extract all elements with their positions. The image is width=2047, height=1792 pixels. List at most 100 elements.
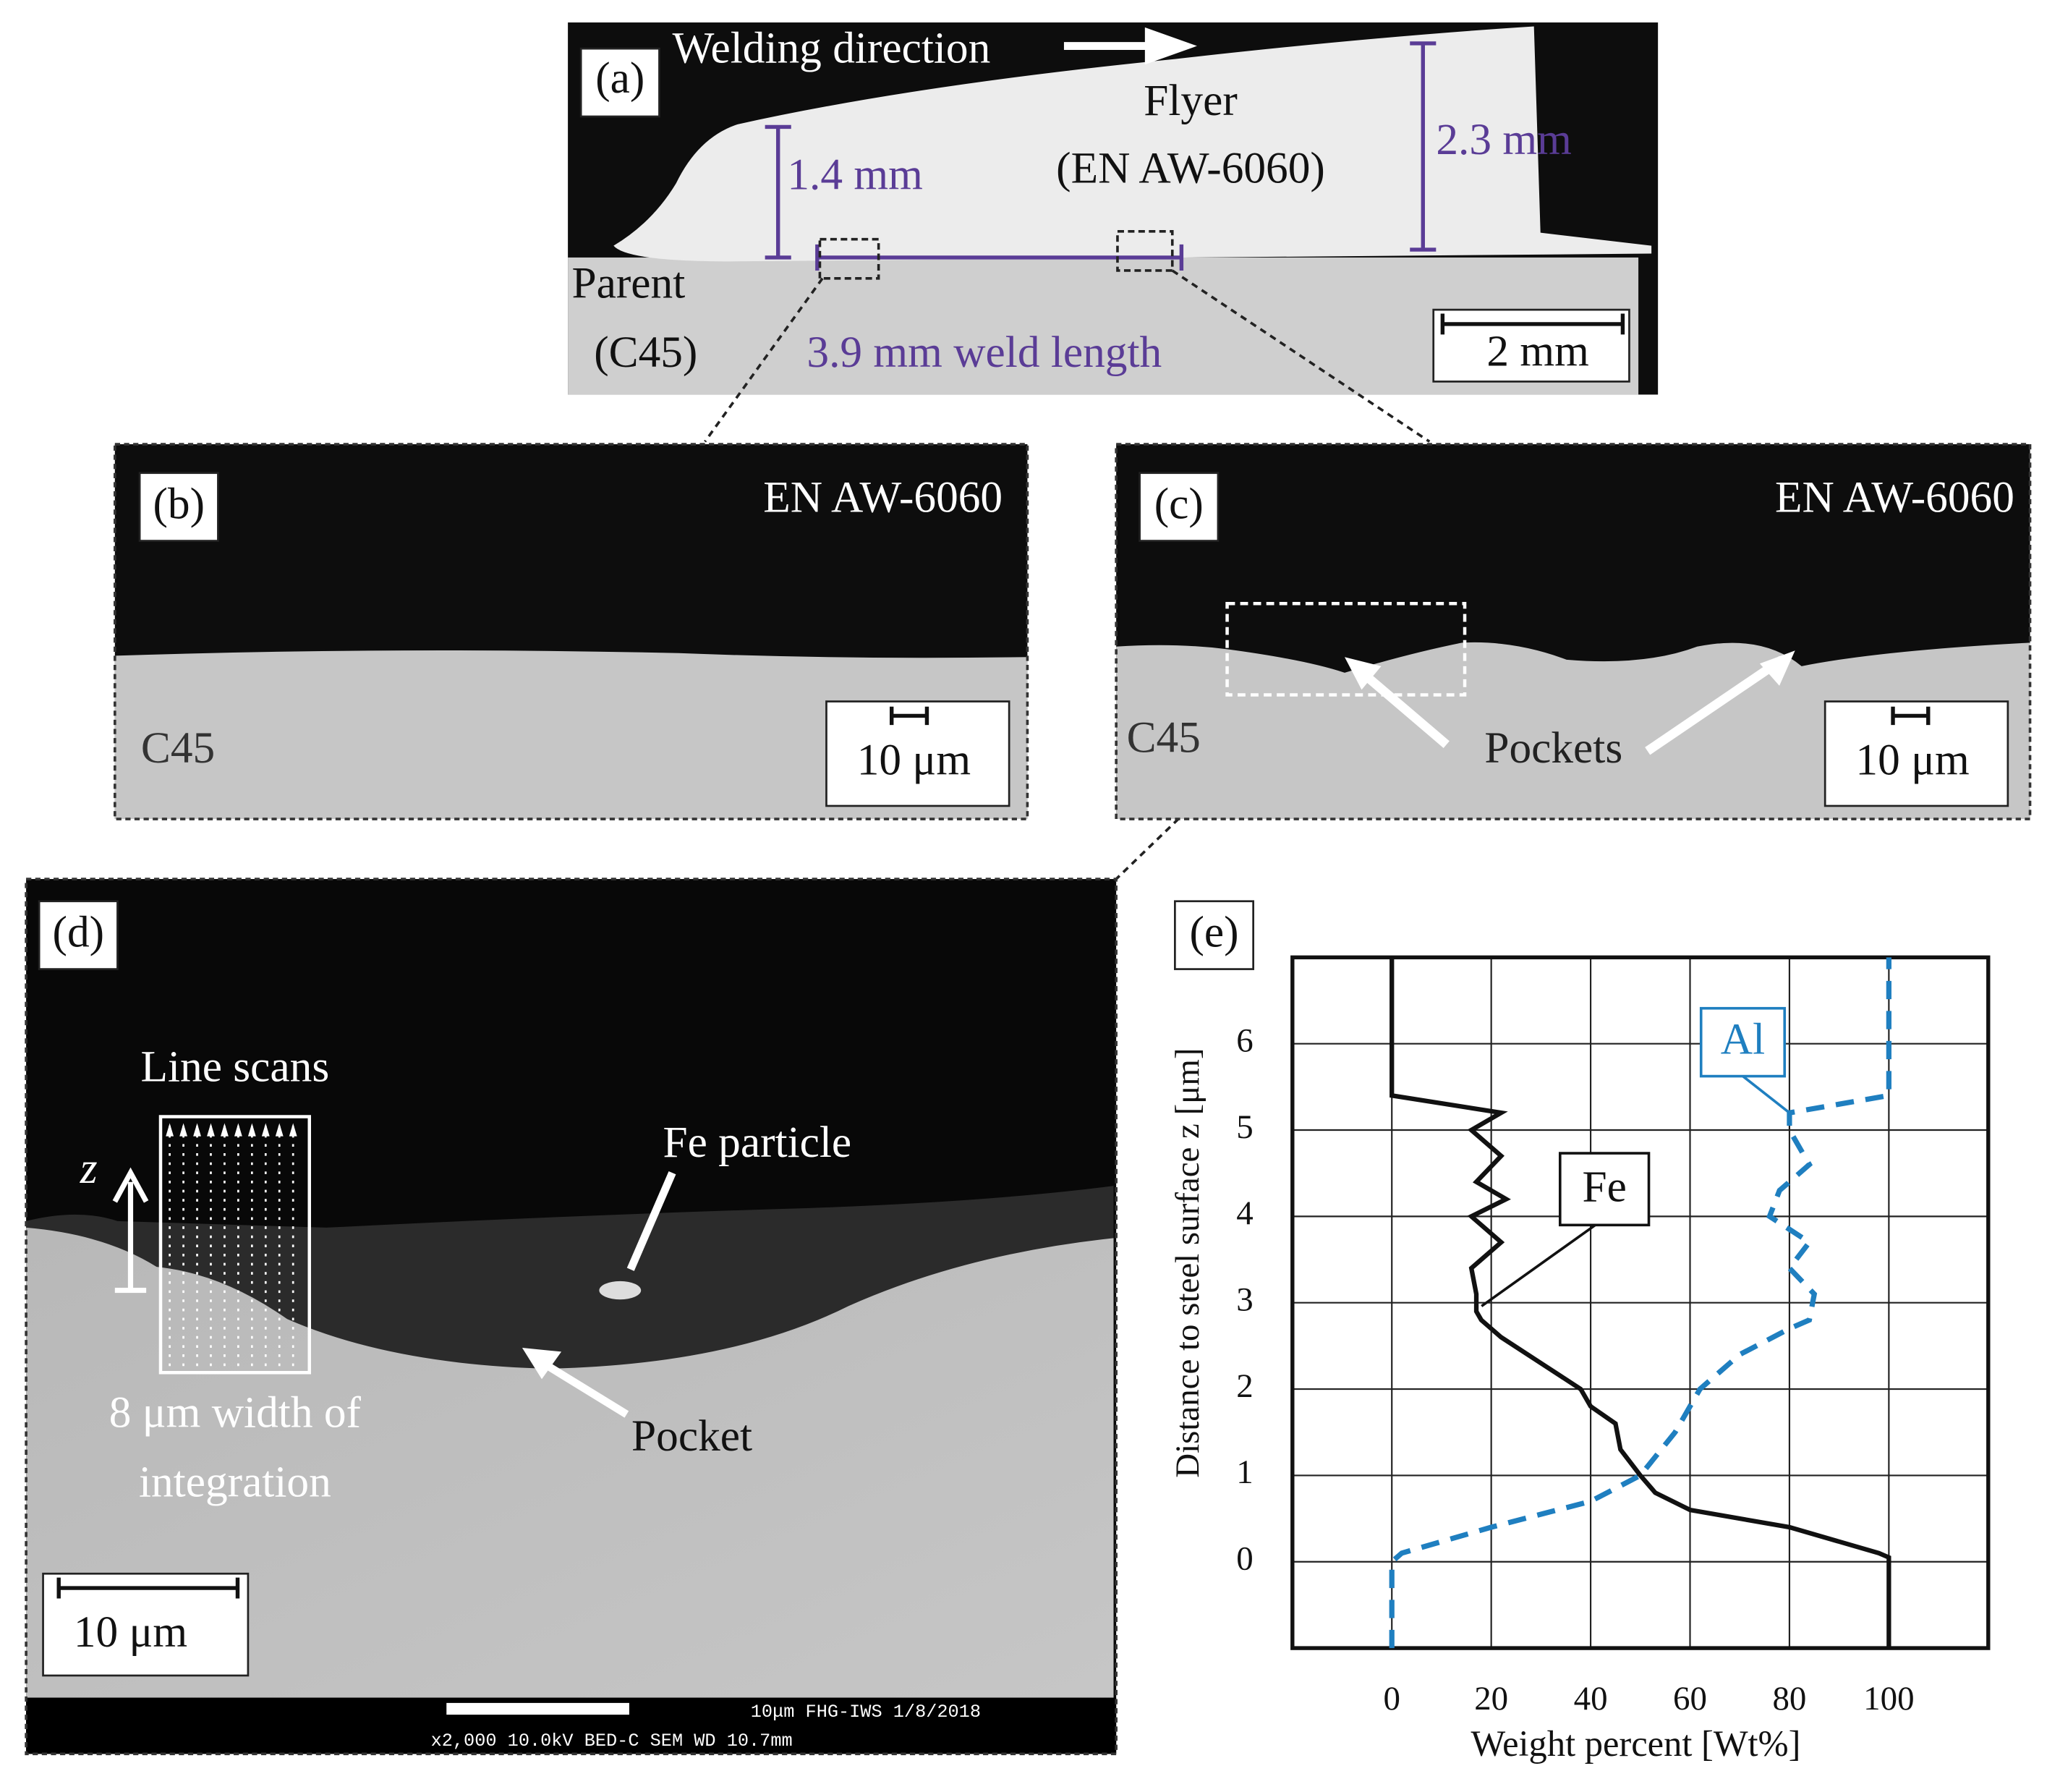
frame xyxy=(25,878,1118,1756)
scan-arrowhead xyxy=(193,1123,201,1137)
steel xyxy=(1116,642,2030,820)
label-box xyxy=(1139,472,1220,542)
arrow xyxy=(533,1354,629,1418)
scan-area xyxy=(158,1115,312,1375)
y-tick-label: 3 xyxy=(1236,1281,1253,1318)
legend-label: Al xyxy=(1721,1015,1765,1064)
panel-c: (c) EN AW-6060 C45 Pockets 10 μm xyxy=(1115,443,2032,820)
annotation: (C45) xyxy=(594,328,697,377)
annotation: Pockets xyxy=(1484,723,1622,773)
steel xyxy=(114,650,1028,820)
arrow xyxy=(626,1171,676,1271)
scan-arrowhead xyxy=(179,1123,187,1137)
plot-frame xyxy=(1290,955,1991,1650)
annotation: 8 μm width of xyxy=(109,1388,362,1438)
label-box xyxy=(138,472,219,542)
data-line xyxy=(1390,957,1891,1649)
fe-particle xyxy=(599,1281,642,1300)
y-tick-label: 5 xyxy=(1236,1108,1253,1146)
scan-arrowhead xyxy=(207,1123,215,1137)
annotation: EN AW-6060 xyxy=(763,473,1003,522)
y-tick-label: 0 xyxy=(1236,1540,1253,1578)
scale-label: 2 mm xyxy=(1486,326,1588,375)
frame xyxy=(1115,443,2032,820)
scale-bar xyxy=(890,706,929,726)
annotation: Line scans xyxy=(141,1042,330,1091)
y-tick-label: 1 xyxy=(1236,1453,1253,1491)
panel-d: 10μm FHG-IWS 1/8/2018 x2,000 10.0kV BED-… xyxy=(25,878,1118,1756)
y-tick-label: 2 xyxy=(1236,1367,1253,1405)
scale-bar xyxy=(56,1577,240,1599)
annotation: Flyer xyxy=(1144,76,1238,125)
sem-scale xyxy=(446,1702,629,1715)
scale-bar xyxy=(1440,313,1625,335)
annotation: Fe particle xyxy=(663,1118,851,1167)
scale-box xyxy=(1823,700,2009,807)
annotation: EN AW-6060 xyxy=(1775,473,2014,522)
annotation: integration xyxy=(139,1457,331,1506)
flyer-plate xyxy=(613,26,1652,262)
annotation: C45 xyxy=(1127,713,1201,763)
steel xyxy=(26,1227,1114,1698)
x-tick-label: 80 xyxy=(1772,1680,1806,1717)
legend-arrow xyxy=(1742,1075,1791,1114)
frame xyxy=(114,443,1029,820)
annotation: Pocket xyxy=(631,1411,752,1461)
zoom-box xyxy=(1225,601,1467,697)
arrowhead xyxy=(522,1347,562,1380)
scale-box xyxy=(1432,308,1630,383)
scan-arrowhead xyxy=(289,1123,297,1137)
y-axis-label: Distance to steel surface z [μm] xyxy=(1169,1048,1207,1478)
annotation: C45 xyxy=(141,723,215,773)
data-line xyxy=(1389,957,1891,1649)
scan-arrowhead xyxy=(275,1123,284,1137)
dimension-label: 1.4 mm xyxy=(787,150,922,200)
y-tick-label: 6 xyxy=(1236,1022,1253,1059)
scan-lines xyxy=(166,1123,297,1369)
scan-arrowhead xyxy=(261,1123,270,1137)
scan-arrowhead xyxy=(166,1123,174,1137)
panel-label: (a) xyxy=(595,54,644,103)
scan-arrowhead xyxy=(247,1123,256,1137)
arrow xyxy=(1063,27,1197,65)
scan-arrowhead xyxy=(221,1123,229,1137)
scan-arrowhead xyxy=(234,1123,242,1137)
x-tick-label: 0 xyxy=(1383,1680,1400,1717)
arrow xyxy=(1354,655,1785,755)
scale-label: 10 μm xyxy=(857,735,971,784)
legend-label: Fe xyxy=(1582,1162,1626,1211)
zoom-box xyxy=(818,237,880,280)
legend-arrow xyxy=(1481,1223,1596,1307)
panel-a: (a) Welding direction Flyer (EN AW-6060)… xyxy=(568,22,1659,395)
x-tick-label: 60 xyxy=(1673,1680,1707,1717)
annotation: Parent xyxy=(572,259,686,308)
sem-info: 10μm FHG-IWS 1/8/2018 xyxy=(751,1702,981,1723)
x-axis-label: Weight percent [Wt%] xyxy=(1471,1723,1800,1764)
scale-box xyxy=(42,1572,250,1677)
x-tick-label: 20 xyxy=(1474,1680,1508,1717)
dimension-label: 3.9 mm weld length xyxy=(807,328,1162,377)
annotation: Welding direction xyxy=(672,24,990,73)
z-arrow xyxy=(112,1167,149,1294)
annotation: (EN AW-6060) xyxy=(1056,144,1325,193)
panel-e: (e) Weight percent [Wt%] Distance to ste… xyxy=(1169,900,1991,1764)
dimensions xyxy=(765,41,1437,271)
label-box xyxy=(1174,900,1255,970)
x-tick-label: 40 xyxy=(1574,1680,1608,1717)
legend-box xyxy=(1558,1152,1651,1227)
x-tick-label: 100 xyxy=(1863,1680,1914,1717)
label-box xyxy=(38,900,119,970)
scale-box xyxy=(825,700,1010,807)
scale-label: 10 μm xyxy=(1855,735,1969,784)
panel-label: (c) xyxy=(1154,480,1204,529)
panel-label: (d) xyxy=(53,908,105,957)
annotation: z xyxy=(80,1144,98,1193)
sem-info: x2,000 10.0kV BED-C SEM WD 10.7mm xyxy=(431,1731,793,1751)
scale-bar xyxy=(1891,706,1931,726)
label-box xyxy=(579,47,660,118)
panel-b: (b) EN AW-6060 C45 10 μm xyxy=(114,443,1029,820)
panel-label: (b) xyxy=(153,480,205,529)
scale-label: 10 μm xyxy=(74,1608,187,1657)
